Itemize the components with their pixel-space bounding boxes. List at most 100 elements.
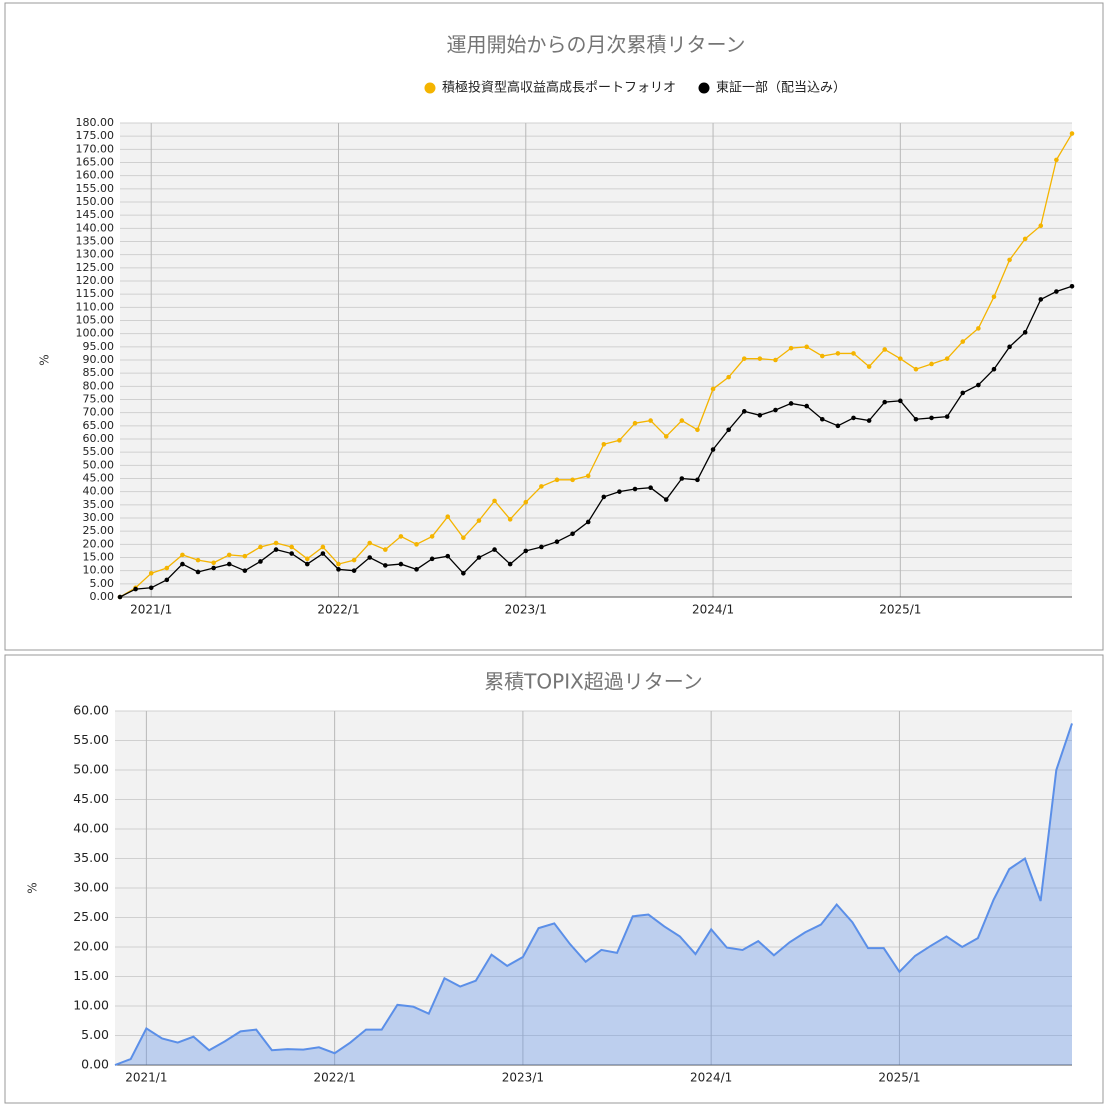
y-axis-label: % <box>26 882 40 893</box>
y-tick-label: 25.00 <box>73 909 109 924</box>
y-tick-label: 40.00 <box>83 485 115 498</box>
point <box>710 386 716 392</box>
legend-label: 積極投資型高収益高成長ポートフォリオ <box>442 80 676 96</box>
point <box>554 477 560 483</box>
point <box>632 420 638 426</box>
point <box>757 413 763 418</box>
point <box>585 519 591 525</box>
point <box>866 364 872 369</box>
point <box>476 518 482 523</box>
point <box>367 555 373 560</box>
point <box>414 567 419 572</box>
point <box>648 418 653 423</box>
point <box>570 531 575 537</box>
point <box>180 552 185 558</box>
point <box>585 473 591 479</box>
point <box>617 489 622 494</box>
y-tick-label: 15.00 <box>83 551 115 564</box>
y-tick-label: 150.00 <box>76 195 115 208</box>
point <box>1069 283 1075 289</box>
point <box>304 556 310 562</box>
point <box>632 486 638 492</box>
point <box>398 561 404 567</box>
point <box>273 547 279 552</box>
point <box>1054 289 1059 294</box>
point <box>788 345 794 351</box>
point <box>320 544 326 550</box>
point <box>258 544 263 550</box>
point <box>414 542 419 547</box>
x-tick-label: 2021/1 <box>130 603 172 617</box>
point <box>164 565 170 571</box>
point <box>1038 297 1044 302</box>
point <box>835 423 841 429</box>
point <box>773 357 778 363</box>
point <box>211 565 216 571</box>
point <box>663 434 669 439</box>
point <box>648 485 653 491</box>
y-tick-label: 20.00 <box>73 939 109 954</box>
point <box>898 356 903 361</box>
y-tick-label: 55.00 <box>83 445 115 458</box>
x-tick-label: 2024/1 <box>692 603 734 617</box>
point <box>383 563 388 568</box>
y-tick-label: 30.00 <box>73 880 109 895</box>
point <box>226 561 232 567</box>
point <box>726 427 731 433</box>
point <box>741 356 747 361</box>
y-tick-label: 60.00 <box>83 432 115 445</box>
point <box>851 415 856 421</box>
point <box>726 374 731 380</box>
point <box>445 553 451 559</box>
y-tick-label: 110.00 <box>76 300 115 313</box>
point <box>242 553 248 559</box>
point <box>289 544 294 550</box>
point <box>195 557 201 563</box>
y-tick-label: 175.00 <box>76 129 115 142</box>
point <box>882 347 888 352</box>
point <box>304 561 310 567</box>
point <box>929 361 934 367</box>
y-tick-label: 140.00 <box>76 221 115 234</box>
point <box>695 477 700 483</box>
y-tick-label: 120.00 <box>76 274 115 287</box>
x-tick-label: 2025/1 <box>879 603 921 617</box>
point <box>133 586 138 592</box>
point <box>991 294 997 300</box>
point <box>507 517 513 522</box>
point <box>819 416 825 422</box>
point <box>1054 157 1059 163</box>
point <box>242 568 248 573</box>
point <box>461 535 466 541</box>
point <box>195 569 201 575</box>
x-tick-label: 2025/1 <box>878 1071 920 1085</box>
y-tick-label: 0.00 <box>90 590 115 603</box>
point <box>882 399 888 405</box>
point <box>976 382 981 388</box>
point <box>741 409 747 414</box>
line <box>119 133 1073 598</box>
point <box>367 540 373 546</box>
point <box>819 353 825 359</box>
legend-marker <box>698 82 710 94</box>
y-tick-label: 0.00 <box>81 1057 109 1072</box>
point <box>757 356 763 361</box>
point <box>710 447 716 452</box>
y-tick-label: 135.00 <box>76 235 115 248</box>
y-tick-label: 170.00 <box>76 142 115 155</box>
y-tick-label: 10.00 <box>73 998 109 1013</box>
y-tick-label: 115.00 <box>76 287 115 300</box>
y-tick-label: 90.00 <box>83 353 115 366</box>
y-tick-label: 65.00 <box>83 419 115 432</box>
point <box>1069 131 1075 136</box>
point <box>351 557 357 563</box>
point <box>679 418 685 423</box>
point <box>898 398 903 404</box>
y-tick-label: 60.00 <box>73 703 109 718</box>
x-tick-label: 2022/1 <box>314 1071 356 1085</box>
point <box>476 555 482 560</box>
point <box>148 571 154 576</box>
legend-label: 東証一部（配当込み） <box>716 80 846 96</box>
point <box>601 441 607 447</box>
